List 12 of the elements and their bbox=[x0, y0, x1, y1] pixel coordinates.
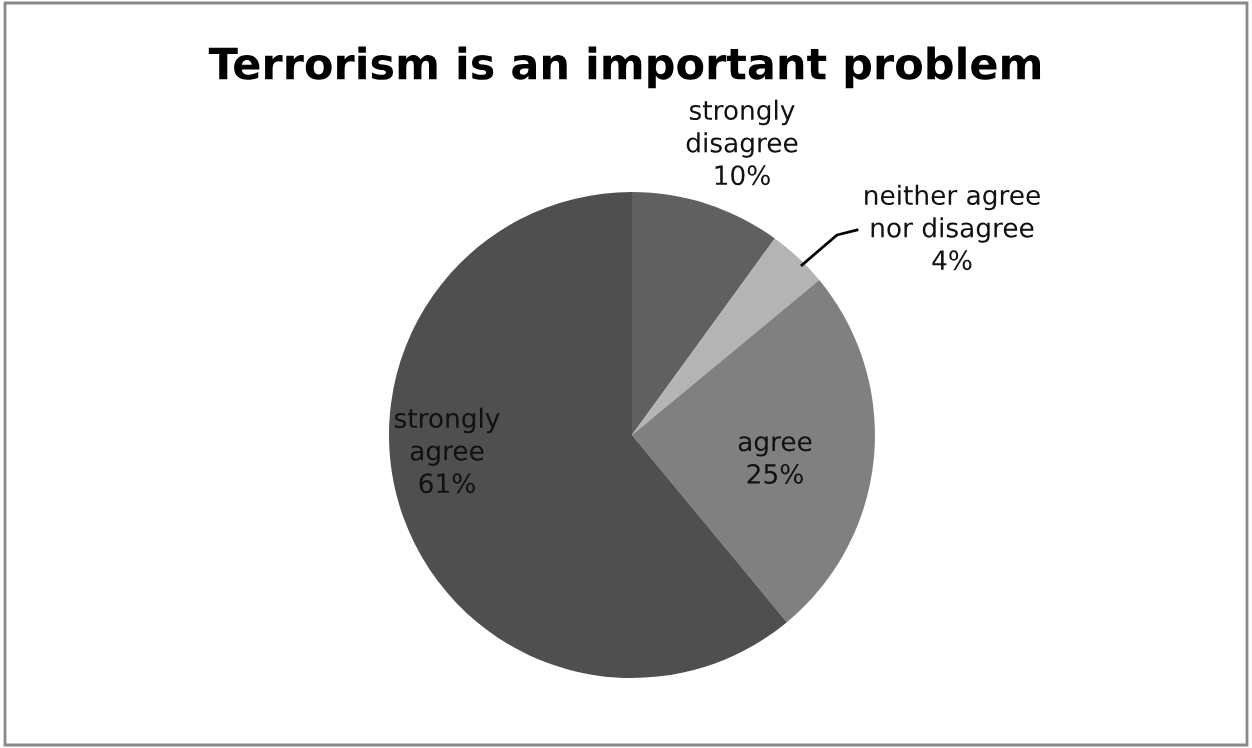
pie-slice bbox=[632, 238, 820, 435]
data-label: 10% bbox=[715, 165, 770, 186]
slice-label: neither agree nor disagree bbox=[865, 184, 1040, 243]
pie-slice bbox=[632, 192, 775, 435]
data-label: 4% bbox=[932, 250, 972, 271]
data-label: 25% bbox=[747, 463, 803, 484]
slice-label: strongly disagree bbox=[686, 99, 798, 158]
chart-title: Terrorism is an important problem bbox=[208, 46, 1041, 89]
data-label: 61% bbox=[419, 473, 475, 494]
slice-label: strongly agree bbox=[394, 407, 500, 466]
slice-label: agree bbox=[738, 436, 812, 457]
pie-slice bbox=[632, 280, 875, 623]
